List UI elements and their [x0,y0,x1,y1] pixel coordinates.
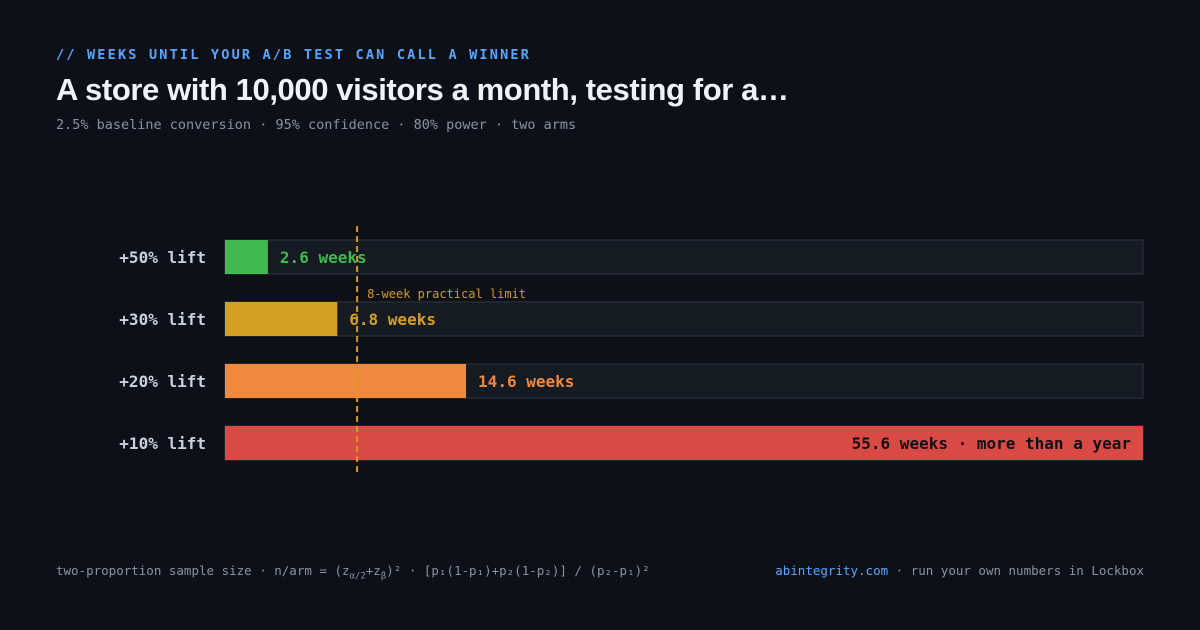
bar [225,240,268,274]
category-label: +30% lift [119,310,206,329]
category-label: +20% lift [119,372,206,391]
value-label: 2.6 weeks [280,248,367,267]
category-label: +50% lift [119,248,206,267]
formula-subscript-beta: β [380,571,387,582]
value-label: 14.6 weeks [478,372,574,391]
bar [225,364,467,398]
bar [225,426,1143,460]
formula-subscript-alpha: α/2 [349,571,366,582]
formula-note: two-proportion sample size · n/arm = (zα… [56,563,650,582]
formula-prefix: two-proportion sample size · n/arm = (z [56,563,350,578]
formula-suffix: )² · [p₁(1-p₁)+p₂(1-p₂)] / (p₂-p₁)² [386,563,650,578]
formula-mid: +z [365,563,381,578]
chart-title: A store with 10,000 visitors a month, te… [56,72,789,107]
bar [225,302,338,336]
footer-tagline: · run your own numbers in Lockbox [888,563,1144,578]
category-label: +10% lift [119,434,206,453]
chart-subtitle: 2.5% baseline conversion · 95% confidenc… [56,117,577,133]
site-link[interactable]: abintegrity.com [775,563,889,578]
reference-line-label: 8-week practical limit [367,287,526,301]
bar-track [224,239,1144,275]
footer-credit: abintegrity.com · run your own numbers i… [775,563,1144,578]
value-label: 55.6 weeks · more than a year [852,434,1131,453]
chart-kicker: // WEEKS UNTIL YOUR A/B TEST CAN CALL A … [56,47,532,63]
value-label: 6.8 weeks [349,310,436,329]
